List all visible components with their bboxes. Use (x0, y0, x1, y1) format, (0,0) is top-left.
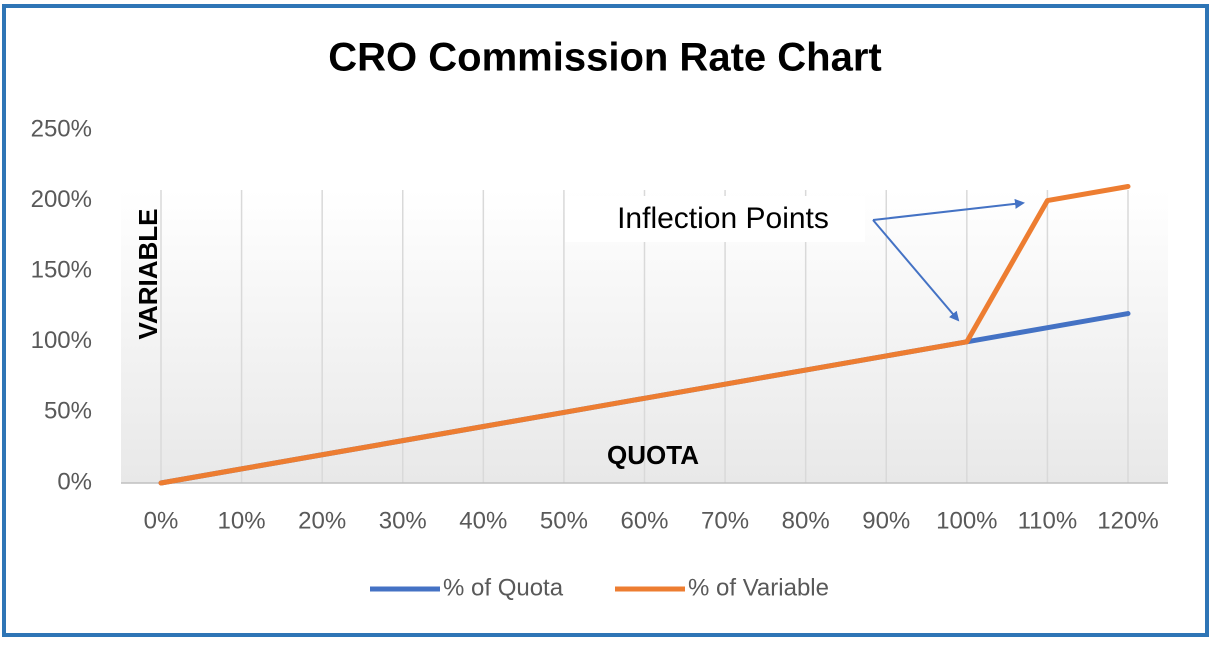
chart-title: CRO Commission Rate Chart (328, 36, 881, 80)
y-tick-label: 200% (31, 186, 92, 213)
y-axis-label: VARIABLE (133, 209, 163, 340)
x-tick-label: 70% (701, 507, 749, 534)
x-axis-label: QUOTA (607, 440, 699, 470)
y-tick-label: 0% (57, 468, 92, 495)
x-tick-label: 0% (144, 507, 179, 534)
y-tick-label: 100% (31, 327, 92, 354)
annotation-box (565, 196, 865, 242)
series-line (158, 183, 1131, 486)
y-tick-label: 150% (31, 257, 92, 284)
annotation-arrow (872, 198, 1025, 221)
x-tick-label: 110% (1018, 507, 1078, 534)
x-tick-label: 80% (782, 507, 830, 534)
x-tick-label: 20% (298, 507, 346, 534)
x-tick-label: 40% (459, 507, 507, 534)
x-tick-label: 120% (1097, 507, 1158, 534)
x-tick-label: 90% (862, 507, 910, 534)
y-tick-label: 50% (44, 398, 92, 425)
x-tick-label: 50% (540, 507, 588, 534)
legend-label: % of Quota (443, 574, 564, 601)
y-tick-label: 250% (31, 115, 92, 142)
legend-label: % of Variable (688, 574, 829, 601)
x-tick-label: 10% (218, 507, 266, 534)
x-tick-label: 60% (620, 507, 668, 534)
annotation: Inflection Points (617, 202, 829, 235)
x-tick-label: 30% (379, 507, 427, 534)
x-tick-label: 100% (936, 507, 997, 534)
annotation-arrow (872, 219, 960, 322)
